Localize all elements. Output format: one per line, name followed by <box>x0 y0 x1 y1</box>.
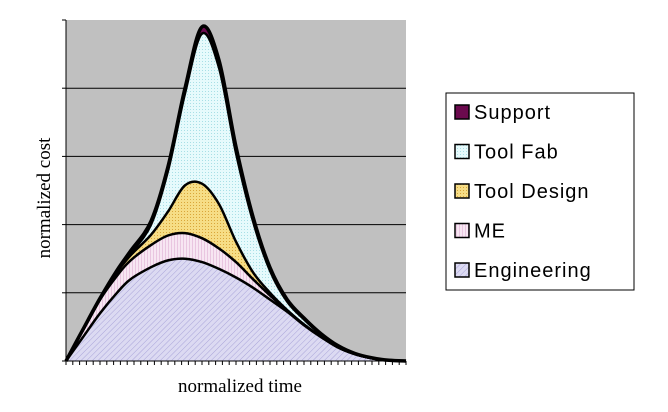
legend-swatch-support <box>454 104 470 120</box>
axes <box>62 19 407 365</box>
legend-swatch-engineering <box>454 262 470 278</box>
legend-label-me: ME <box>474 221 506 243</box>
legend-box <box>445 92 635 291</box>
area-me <box>66 233 406 361</box>
y-axis-title: normalized cost <box>34 137 55 259</box>
legend-swatch-tool-fab <box>454 143 470 160</box>
legend: Support Tool Fab Tool Design ME Engineering <box>445 92 635 291</box>
legend-swatch-tool-design <box>454 183 470 199</box>
x-axis-title: normalized time <box>178 376 302 397</box>
legend-label-tool-fab: Tool Fab <box>474 142 559 164</box>
legend-label-engineering: Engineering <box>474 260 592 282</box>
legend-swatch-me <box>454 222 470 239</box>
boundary-support <box>64 24 407 363</box>
series-areas <box>64 24 407 363</box>
legend-label-support: Support <box>474 102 551 124</box>
area-engineering <box>66 258 406 361</box>
area-tool-fab <box>66 32 406 362</box>
legend-label-tool-design: Tool Design <box>474 181 590 203</box>
